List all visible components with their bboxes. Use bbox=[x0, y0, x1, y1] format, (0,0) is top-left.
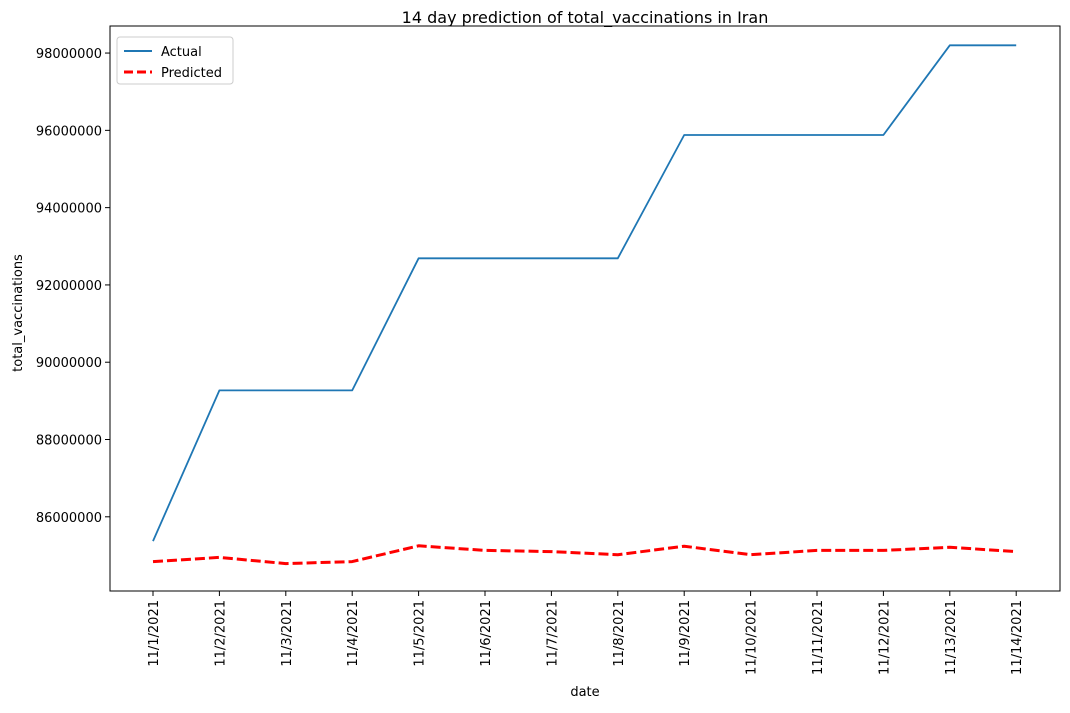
y-axis-ticks: 86000000 88000000 90000000 92000000 94000000… bbox=[36, 47, 110, 526]
legend-label-actual: Actual bbox=[161, 45, 202, 60]
x-tick-label: 11/10/2021 bbox=[745, 600, 760, 675]
x-axis-label: date bbox=[570, 685, 599, 700]
x-tick-label: 11/5/2021 bbox=[413, 600, 428, 667]
y-tick-label: 86000000 bbox=[36, 511, 102, 526]
y-tick-label: 88000000 bbox=[36, 434, 102, 449]
x-tick-label: 11/13/2021 bbox=[944, 600, 959, 675]
series-line-actual bbox=[152, 44, 1017, 542]
series-lines bbox=[152, 44, 1017, 566]
y-tick-label: 96000000 bbox=[36, 124, 102, 139]
x-tick-label: 11/3/2021 bbox=[280, 600, 295, 667]
legend: Actual Predicted bbox=[116, 36, 234, 85]
y-tick-label: 90000000 bbox=[36, 356, 102, 371]
x-tick-label: 11/1/2021 bbox=[147, 600, 162, 667]
x-tick-label: 11/7/2021 bbox=[545, 600, 560, 667]
chart-title: 14 day prediction of total_vaccinations … bbox=[402, 8, 769, 28]
y-tick-label: 94000000 bbox=[36, 202, 102, 217]
plot-area-frame bbox=[109, 25, 1061, 592]
x-tick-label: 11/6/2021 bbox=[479, 600, 494, 667]
x-tick-label: 11/12/2021 bbox=[877, 600, 892, 675]
series-line-predicted bbox=[152, 544, 1017, 566]
y-tick-label: 98000000 bbox=[36, 47, 102, 62]
x-tick-label: 11/4/2021 bbox=[346, 600, 361, 667]
x-tick-label: 11/9/2021 bbox=[678, 600, 693, 667]
x-tick-label: 11/2/2021 bbox=[213, 600, 228, 667]
legend-label-predicted: Predicted bbox=[161, 66, 222, 81]
x-tick-label: 11/8/2021 bbox=[612, 600, 627, 667]
y-axis-label: total_vaccinations bbox=[11, 254, 26, 372]
x-tick-label: 11/14/2021 bbox=[1010, 600, 1025, 675]
x-axis-ticks: 11/1/2021 11/2/2021 11/3/2021 11/4/2021 11/5… bbox=[147, 591, 1025, 675]
x-tick-label: 11/11/2021 bbox=[811, 600, 826, 675]
y-tick-label: 92000000 bbox=[36, 279, 102, 294]
